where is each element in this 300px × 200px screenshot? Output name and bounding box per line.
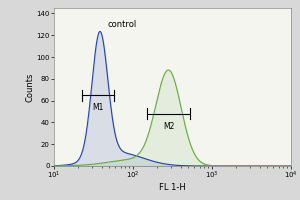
Y-axis label: Counts: Counts bbox=[26, 72, 35, 102]
Text: M1: M1 bbox=[93, 103, 104, 112]
Text: M2: M2 bbox=[163, 122, 174, 131]
Text: control: control bbox=[108, 20, 137, 29]
X-axis label: FL 1-H: FL 1-H bbox=[159, 183, 186, 192]
